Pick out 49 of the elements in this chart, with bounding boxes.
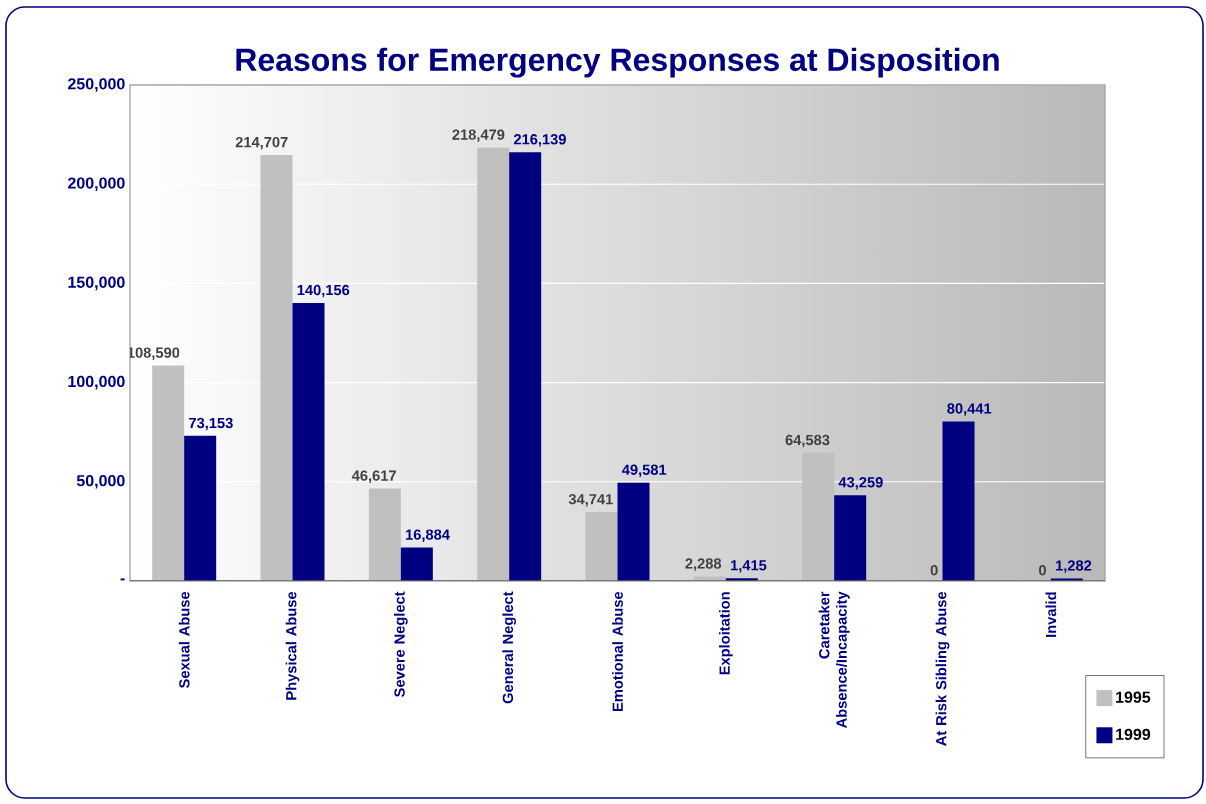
bar: [509, 152, 542, 582]
y-tick-label: -: [120, 578, 125, 581]
bar: [617, 482, 650, 582]
x-tick-label: Physical Abuse: [285, 591, 300, 700]
data-label: 1,415: [731, 560, 767, 573]
data-label: 216,139: [513, 134, 566, 147]
data-label: 140,156: [297, 284, 350, 298]
data-label: 43,259: [838, 477, 883, 490]
x-tick-label: Sexual Abuse: [178, 591, 190, 688]
data-label: 64,583: [785, 434, 830, 448]
x-tick-label: Emotional Abuse: [612, 591, 623, 712]
bar: [260, 155, 293, 582]
data-label: 2,288: [685, 558, 722, 571]
bar: [942, 421, 975, 582]
data-label: 46,617: [351, 470, 396, 483]
bar: [184, 435, 217, 582]
data-label: 1,282: [1056, 560, 1092, 573]
data-label: 73,153: [189, 417, 233, 431]
legend-label: 1999: [1116, 728, 1151, 740]
x-tick-label: Exploitation: [719, 592, 733, 675]
bar: [802, 452, 835, 582]
data-label: 16,884: [406, 529, 450, 542]
data-label: 218,479: [452, 129, 505, 142]
x-tick-label: Invalid: [1045, 592, 1057, 637]
bar: [368, 488, 401, 582]
data-label: 34,741: [568, 493, 613, 507]
chart-title: Reasons for Emergency Responses at Disposition: [236, 47, 999, 78]
x-tick-label: Severe Neglect: [393, 591, 408, 697]
bar: [834, 495, 867, 582]
bar: [400, 547, 433, 582]
legend-label: 1995: [1116, 691, 1151, 703]
data-label: 108,590: [127, 347, 180, 360]
data-label: 80,441: [947, 403, 992, 416]
y-tick-label: 100,000: [68, 375, 125, 390]
data-label: 0: [1039, 565, 1046, 576]
bar: [292, 302, 325, 582]
data-label: 49,581: [622, 464, 667, 478]
y-tick-label: 250,000: [68, 78, 125, 92]
data-label: 214,707: [235, 136, 288, 150]
y-tick-label: 150,000: [68, 276, 125, 291]
bar: [477, 147, 510, 582]
x-tick-label: At Risk Sibling Abuse: [935, 591, 950, 746]
bar: [585, 512, 618, 582]
x-tick-label: Caretaker Absence/Incapacity: [818, 591, 850, 728]
bar: [152, 365, 185, 582]
y-tick-label: 50,000: [76, 474, 125, 489]
x-tick-label: General Neglect: [502, 591, 517, 704]
data-label: 0: [930, 565, 938, 576]
y-tick-label: 200,000: [68, 177, 125, 192]
